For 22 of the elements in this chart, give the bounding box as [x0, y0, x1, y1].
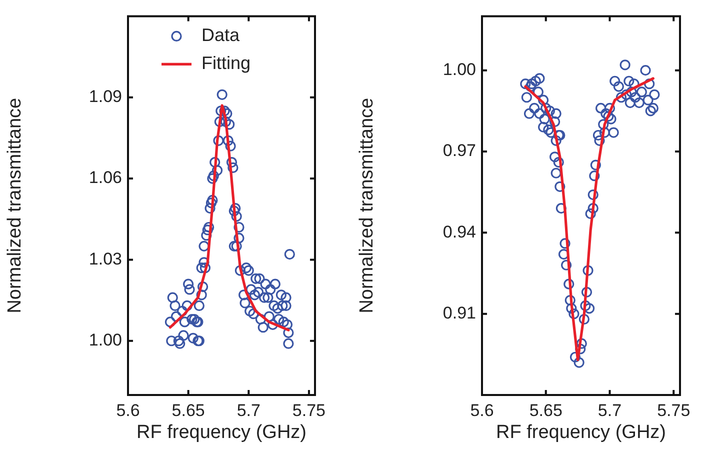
x-axis-title: RF frequency (GHz): [136, 422, 306, 443]
x-tick-label: 5.6: [470, 400, 494, 420]
legend-label: Fitting: [202, 53, 251, 74]
y-axis-title: Normalized transmittance: [356, 98, 378, 314]
y-tick-label: 1.03: [88, 249, 122, 268]
x-tick-label: 5.65: [529, 400, 562, 420]
legend-label: Data: [202, 25, 241, 46]
y-tick-label: 0.94: [442, 222, 476, 242]
x-tick-label: 5.6: [116, 400, 140, 420]
y-tick-label: 0.97: [442, 141, 476, 160]
y-tick-label: 1.00: [442, 60, 476, 79]
y-tick-label: 1.09: [88, 87, 122, 106]
y-tick-label: 1.06: [88, 168, 122, 188]
x-tick-label: 5.65: [172, 400, 205, 420]
y-tick-label: 1.00: [88, 330, 122, 350]
x-axis-title: RF frequency (GHz): [496, 422, 666, 443]
x-tick-label: 5.75: [657, 400, 690, 420]
y-axis-title: Normalized transmittance: [4, 98, 26, 314]
x-tick-label: 5.7: [236, 400, 260, 420]
x-tick-label: 5.75: [292, 400, 326, 420]
x-tick-label: 5.7: [598, 400, 622, 420]
y-tick-label: 0.91: [442, 304, 476, 323]
